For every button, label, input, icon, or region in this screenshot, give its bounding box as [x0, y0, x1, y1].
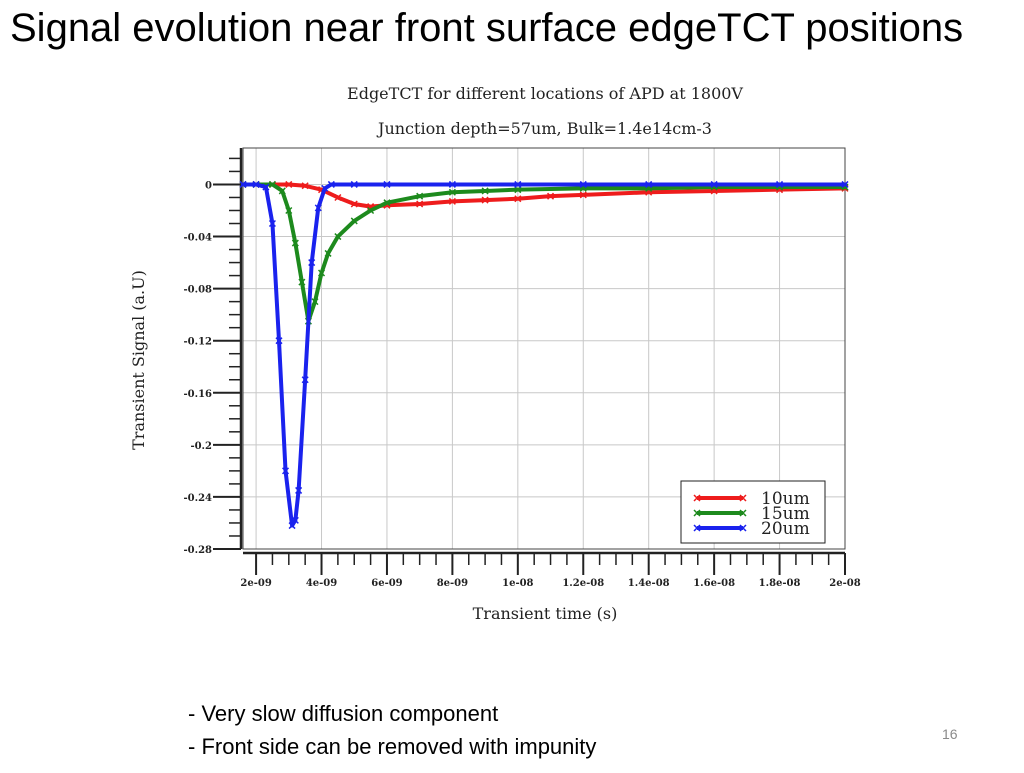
- y-tick-label: -0.28: [183, 545, 212, 556]
- x-tick-label: 1.8e-08: [759, 578, 801, 589]
- data-point-20um: [295, 486, 303, 494]
- data-point-20um: [268, 219, 276, 228]
- x-tick-label: 1e-08: [502, 578, 533, 589]
- data-point-10um: [448, 197, 456, 205]
- data-point-15um: [324, 249, 332, 257]
- data-point-20um: [327, 180, 335, 188]
- data-point-20um: [275, 337, 283, 345]
- data-point-20um: [579, 180, 587, 188]
- data-point-20um: [301, 376, 309, 384]
- series-line-15um: [241, 182, 847, 324]
- data-point-20um: [321, 184, 329, 192]
- legend-label-10um: 10um: [761, 489, 810, 509]
- data-point-15um: [416, 192, 424, 200]
- x-axis-label: Transient time (s): [473, 604, 618, 623]
- series-line-10um: [241, 182, 847, 209]
- data-point-15um: [334, 233, 342, 241]
- data-point-20um: [282, 467, 290, 475]
- data-point-10um: [285, 180, 293, 188]
- data-point-20um: [448, 180, 456, 188]
- data-point-15um: [298, 278, 306, 286]
- legend-marker: [693, 494, 701, 502]
- y-tick-label: -0.08: [183, 285, 212, 296]
- chart-subtitle: Junction depth=57um, Bulk=1.4e14cm-3: [376, 119, 712, 138]
- data-point-20um: [288, 522, 296, 530]
- data-point-15um: [383, 199, 391, 207]
- x-tick-label: 4e-09: [306, 578, 337, 589]
- slide-title: Signal evolution near front surface edge…: [10, 6, 964, 50]
- data-point-15um: [350, 217, 358, 225]
- x-tick-label: 1.4e-08: [628, 578, 670, 589]
- x-tick-label: 2e-08: [829, 578, 860, 589]
- data-point-20um: [314, 204, 322, 212]
- data-point-15um: [448, 188, 456, 196]
- x-tick-label: 1.6e-08: [693, 578, 735, 589]
- legend-marker: [693, 524, 701, 532]
- y-tick-label: 0: [205, 180, 212, 191]
- x-tick-label: 1.2e-08: [562, 578, 604, 589]
- legend-marker: [739, 524, 747, 532]
- data-point-15um: [268, 180, 276, 188]
- series-20um: [239, 180, 849, 530]
- plot-frame: [242, 147, 846, 550]
- data-point-10um: [579, 191, 587, 199]
- series-layer: [239, 180, 849, 530]
- axes: 0 -0.04 -0.08 -0.12 -0.16 -0.2 -0.24 -0.28 2e-09…: [183, 148, 861, 589]
- page-number: 16: [942, 726, 958, 742]
- x-tick-label: 8e-09: [437, 578, 468, 589]
- legend-marker: [739, 494, 747, 502]
- data-point-20um: [262, 183, 270, 191]
- data-point-20um: [350, 180, 358, 188]
- data-point-15um: [311, 298, 319, 306]
- data-point-15um: [285, 206, 293, 215]
- legend-marker: [739, 509, 747, 517]
- data-point-15um: [481, 187, 489, 195]
- data-point-20um: [239, 180, 247, 188]
- legend-label-20um: 20um: [761, 519, 810, 539]
- chart-title: EdgeTCT for different locations of APD a…: [347, 84, 743, 103]
- data-point-20um: [841, 180, 849, 188]
- data-point-10um: [481, 196, 489, 204]
- data-point-10um: [301, 182, 309, 190]
- bullet-item: - Front side can be removed with impunit…: [188, 734, 597, 759]
- data-point-10um: [334, 193, 342, 202]
- data-point-15um: [278, 187, 286, 195]
- data-point-10um: [547, 192, 555, 200]
- legend-marker: [693, 509, 701, 517]
- data-point-15um: [317, 269, 326, 277]
- y-axis-label: Transient Signal (a.U): [129, 270, 148, 450]
- bullet-item: - Very slow diffusion component: [188, 701, 499, 726]
- x-tick-label: 6e-09: [371, 578, 402, 589]
- bullet-list: - Very slow diffusion component - Front …: [188, 697, 596, 763]
- x-tick-label: 2e-09: [240, 578, 271, 589]
- data-point-15um: [514, 186, 522, 194]
- legend-label-15um: 15um: [761, 504, 810, 524]
- y-tick-label: -0.16: [183, 389, 212, 400]
- data-point-20um: [514, 180, 522, 188]
- data-point-15um: [367, 206, 375, 215]
- data-point-10um: [514, 195, 522, 203]
- data-point-20um: [383, 180, 391, 188]
- legend-box: [680, 480, 826, 544]
- data-point-10um: [416, 200, 424, 208]
- y-tick-label: -0.24: [183, 493, 212, 504]
- y-tick-label: -0.04: [183, 233, 212, 244]
- data-point-20um: [645, 180, 653, 188]
- data-point-15um: [291, 239, 299, 247]
- data-point-20um: [776, 180, 784, 188]
- data-point-20um: [252, 180, 260, 188]
- data-point-20um: [308, 259, 316, 267]
- y-tick-label: -0.2: [190, 441, 212, 452]
- data-point-20um: [291, 516, 299, 524]
- y-tick-label: -0.12: [183, 337, 212, 348]
- data-point-10um: [350, 200, 358, 208]
- data-point-20um: [710, 180, 718, 188]
